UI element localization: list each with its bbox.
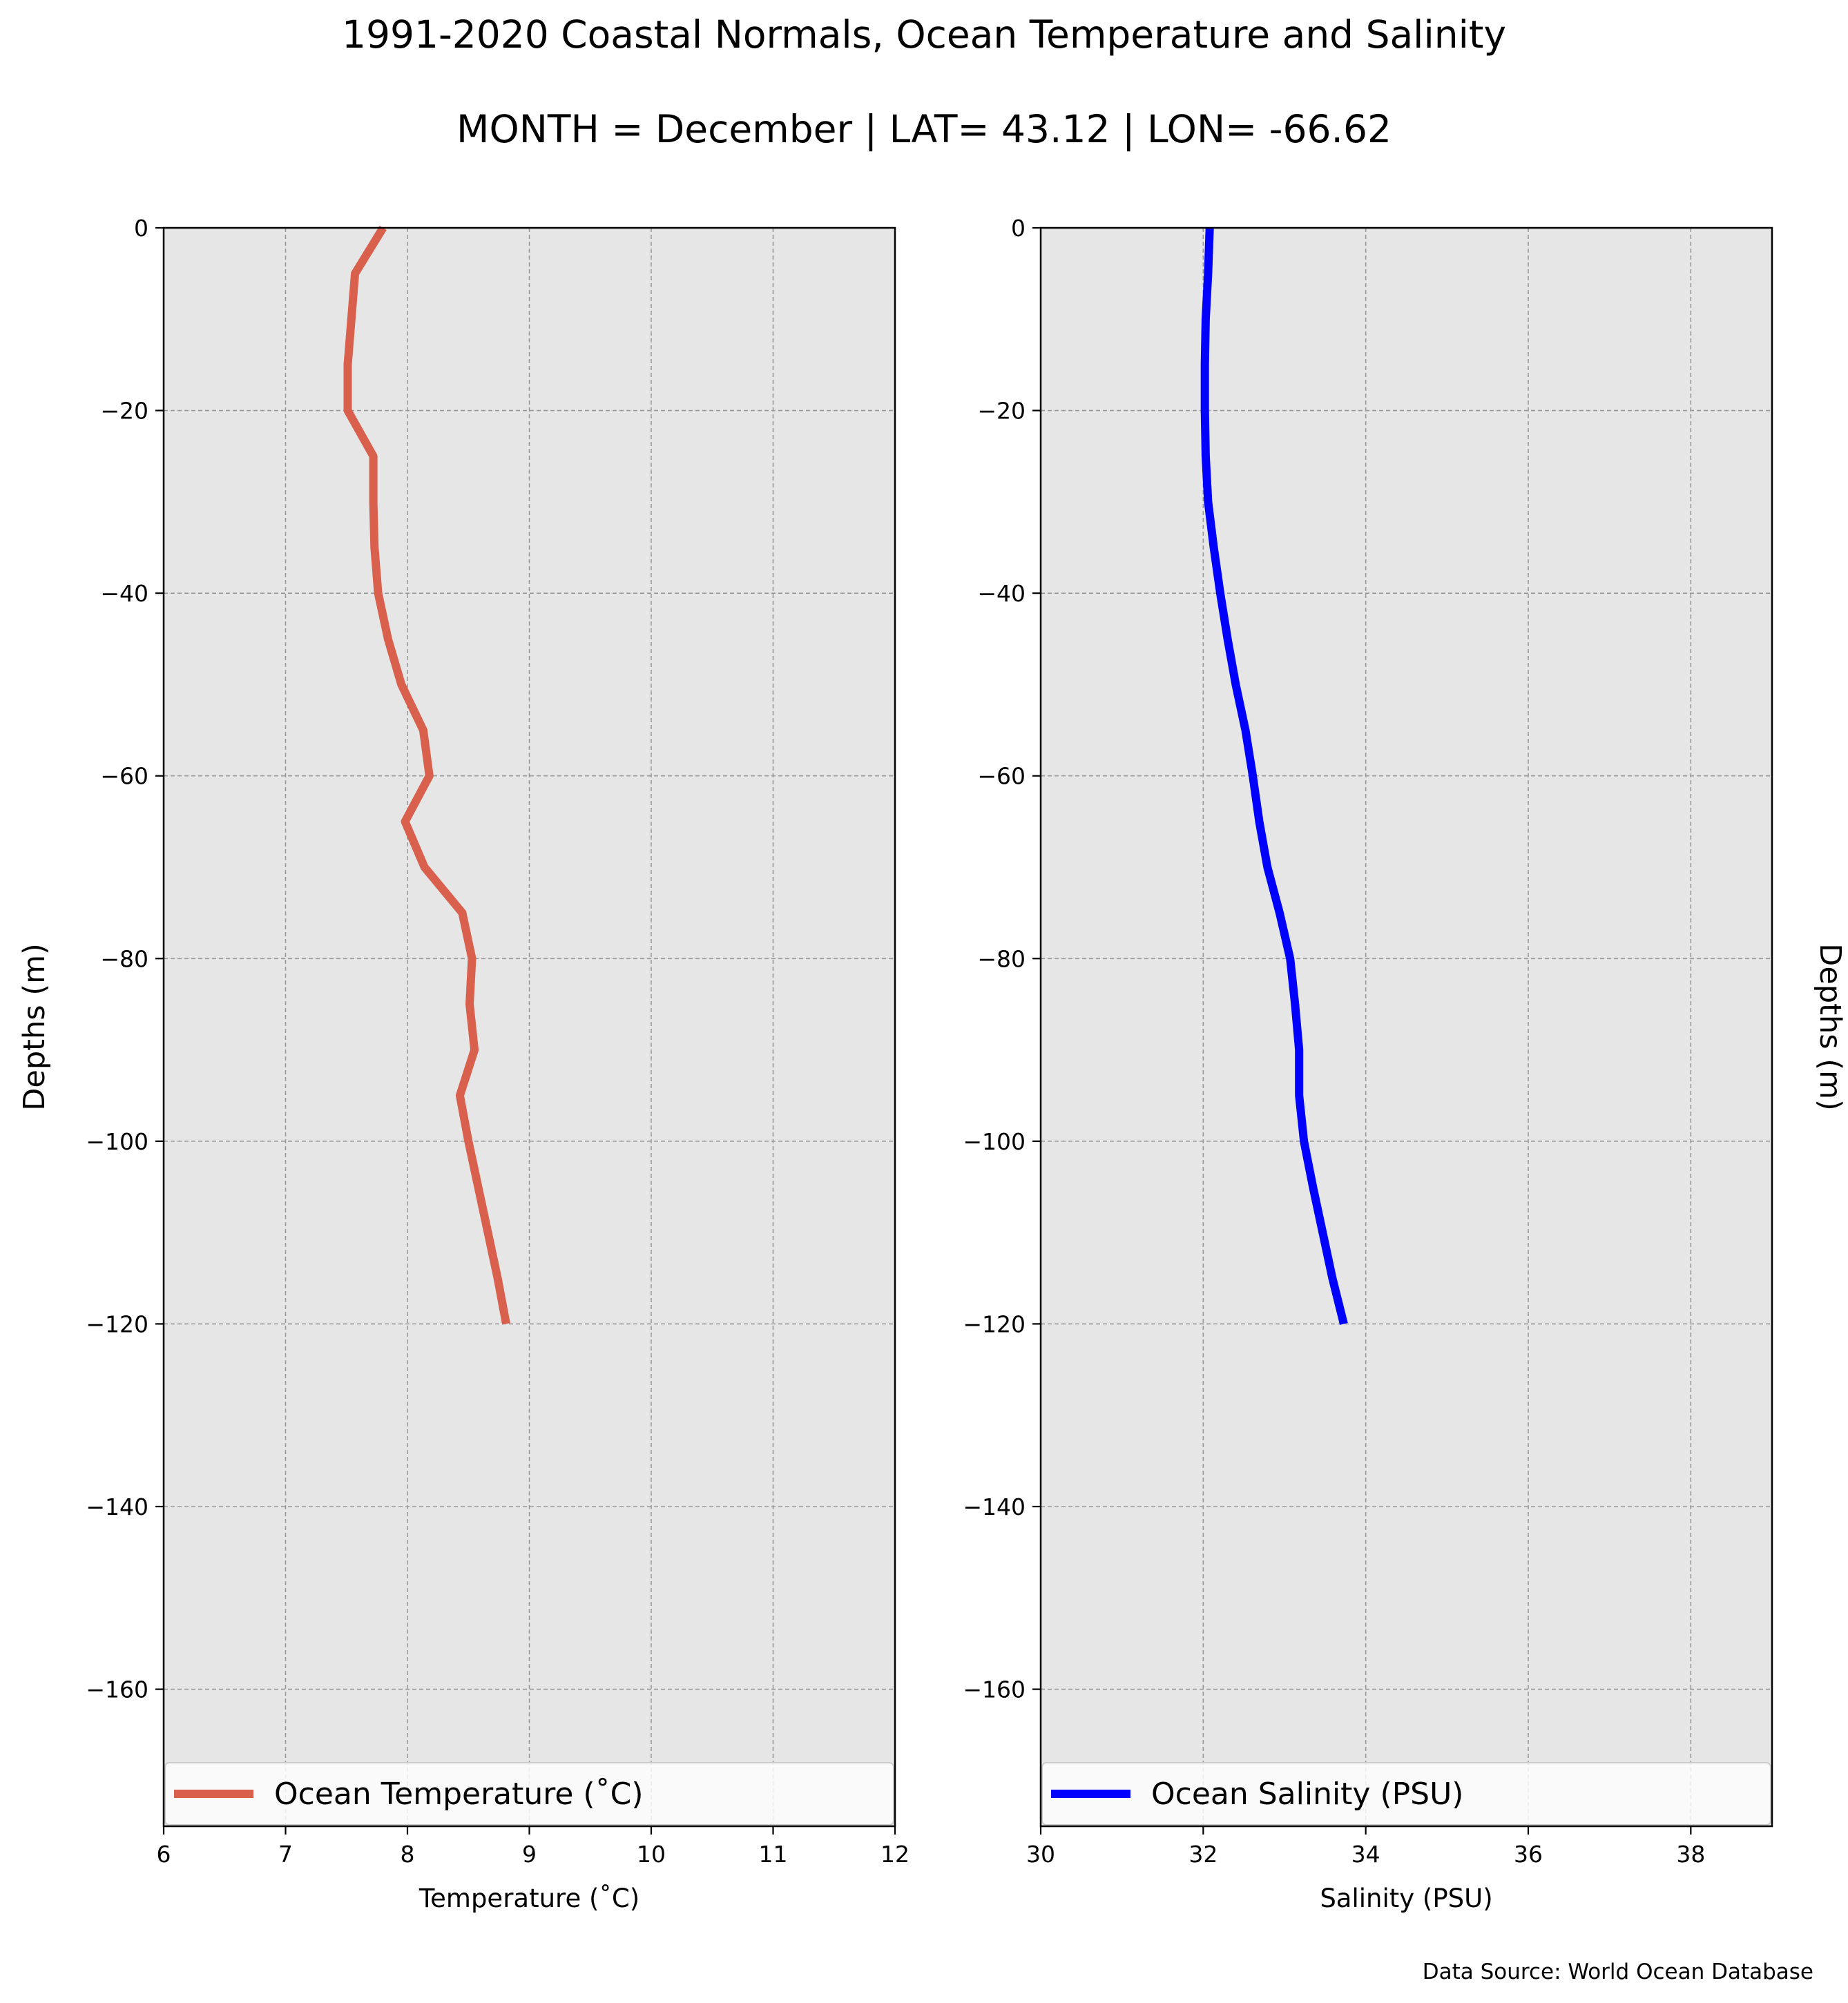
temperature-ytick-label: −80 bbox=[100, 945, 148, 972]
salinity-plot: Ocean Salinity (PSU) 30 32 34 36 38 0 −20 −40 −60… bbox=[963, 215, 1847, 1913]
chart-subtitle: MONTH = December | LAT= 43.12 | LON= -66… bbox=[456, 107, 1392, 151]
temperature-legend-box bbox=[164, 1762, 894, 1826]
temperature-ytick-label: −20 bbox=[100, 398, 148, 425]
salinity-ytick-label: −40 bbox=[977, 580, 1026, 607]
salinity-ytick-label: 0 bbox=[1011, 215, 1026, 242]
salinity-yaxis-label: Depths (m) bbox=[1813, 943, 1847, 1110]
temperature-xaxis-label: Temperature (˚C) bbox=[418, 1884, 639, 1913]
temperature-series-line bbox=[343, 225, 510, 1325]
salinity-plot-background bbox=[1041, 228, 1772, 1826]
chart-title: 1991-2020 Coastal Normals, Ocean Tempera… bbox=[341, 12, 1506, 57]
salinity-ytick-label: −160 bbox=[963, 1676, 1026, 1703]
temperature-ytick-label: −60 bbox=[100, 763, 148, 790]
temperature-xtick-label: 10 bbox=[637, 1841, 666, 1868]
temperature-xtick-label: 7 bbox=[278, 1841, 293, 1868]
salinity-xaxis-label: Salinity (PSU) bbox=[1320, 1884, 1492, 1913]
temperature-ytick-label: −120 bbox=[86, 1310, 148, 1337]
temperature-xtick-label: 6 bbox=[157, 1841, 171, 1868]
salinity-legend-label: Ocean Salinity (PSU) bbox=[1151, 1777, 1463, 1812]
salinity-ytick-label: −80 bbox=[977, 945, 1026, 972]
temperature-ytick-label: −100 bbox=[86, 1128, 148, 1155]
temperature-ytick-label: −160 bbox=[86, 1676, 148, 1703]
temperature-xtick-label: 9 bbox=[522, 1841, 537, 1868]
salinity-xtick-label: 36 bbox=[1514, 1841, 1543, 1868]
salinity-legend: Ocean Salinity (PSU) bbox=[1041, 1762, 1771, 1826]
salinity-xtick-label: 34 bbox=[1351, 1841, 1380, 1868]
salinity-ytick-label: −120 bbox=[963, 1310, 1026, 1337]
temperature-plot: Ocean Temperature (˚C) 6 7 8 9 10 11 12 0 −20 −40 −… bbox=[17, 215, 909, 1913]
salinity-ytick-label: −100 bbox=[963, 1128, 1026, 1155]
salinity-xtick-label: 30 bbox=[1026, 1841, 1055, 1868]
salinity-legend-box bbox=[1041, 1762, 1771, 1826]
salinity-ytick-label: −20 bbox=[977, 398, 1026, 425]
salinity-xtick-label: 38 bbox=[1676, 1841, 1705, 1868]
temperature-legend-label: Ocean Temperature (˚C) bbox=[274, 1777, 644, 1812]
temperature-ytick-label: −40 bbox=[100, 580, 148, 607]
salinity-xtick-label: 32 bbox=[1188, 1841, 1217, 1868]
temperature-legend: Ocean Temperature (˚C) bbox=[164, 1762, 894, 1826]
salinity-series-line bbox=[1200, 227, 1348, 1325]
salinity-axes-frame bbox=[1039, 226, 1773, 1828]
temperature-xtick-label: 11 bbox=[759, 1841, 788, 1868]
temperature-ytick-label: 0 bbox=[134, 215, 148, 242]
salinity-ytick-label: −60 bbox=[977, 763, 1026, 790]
data-source-note: Data Source: World Ocean Database bbox=[1422, 1960, 1813, 1984]
temperature-ytick-label: −140 bbox=[86, 1493, 148, 1520]
temperature-xtick-label: 12 bbox=[880, 1841, 909, 1868]
temperature-yaxis-label: Depths (m) bbox=[17, 943, 52, 1110]
temperature-plot-background bbox=[164, 228, 895, 1826]
salinity-ytick-label: −140 bbox=[963, 1493, 1026, 1520]
temperature-xtick-label: 8 bbox=[401, 1841, 415, 1868]
